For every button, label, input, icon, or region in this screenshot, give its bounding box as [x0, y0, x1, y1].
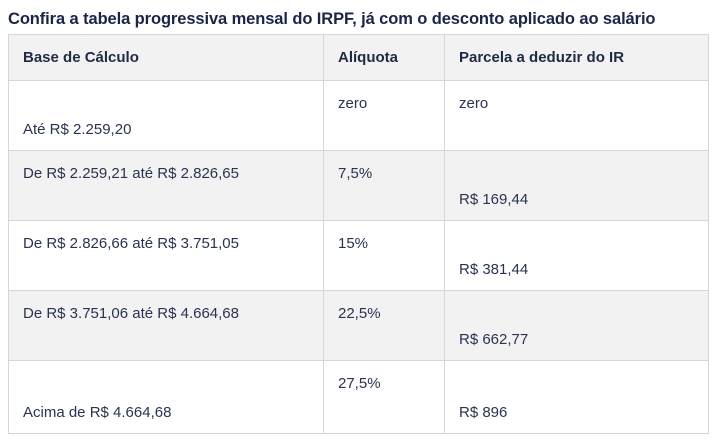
header-aliquota: Alíquota	[323, 34, 445, 81]
parcela-value: R$ 662,77	[459, 331, 529, 348]
parcela-value: R$ 381,44	[459, 261, 529, 278]
parcela-value: R$ 896	[459, 404, 508, 421]
header-parcela-deduzir: Parcela a deduzir do IR	[444, 34, 709, 81]
cell-base: De R$ 2.826,66 até R$ 3.751,05	[8, 220, 324, 291]
irpf-table: Base de Cálculo Alíquota Parcela a deduz…	[8, 34, 709, 434]
cell-aliquota: 27,5%	[323, 360, 445, 434]
cell-base: Acima de R$ 4.664,68	[8, 360, 324, 434]
table-row: Acima de R$ 4.664,68 27,5% R$ 896	[8, 360, 709, 434]
cell-parcela: zero	[444, 80, 709, 151]
cell-parcela: R$ 662,77	[444, 290, 709, 361]
base-value: Acima de R$ 4.664,68	[23, 404, 172, 421]
cell-base: De R$ 2.259,21 até R$ 2.826,65	[8, 150, 324, 221]
table-row: De R$ 3.751,06 até R$ 4.664,68 22,5% R$ …	[8, 290, 709, 361]
base-value: Até R$ 2.259,20	[23, 121, 132, 138]
aliquota-value: 7,5%	[338, 165, 373, 182]
table-row: Até R$ 2.259,20 zero zero	[8, 80, 709, 151]
cell-parcela: R$ 896	[444, 360, 709, 434]
aliquota-value: 27,5%	[338, 375, 381, 392]
cell-aliquota: 15%	[323, 220, 445, 291]
cell-base: De R$ 3.751,06 até R$ 4.664,68	[8, 290, 324, 361]
aliquota-value: 15%	[338, 235, 369, 252]
base-value: De R$ 2.259,21 até R$ 2.826,65	[23, 165, 239, 182]
table-caption: Confira a tabela progressiva mensal do I…	[8, 10, 656, 28]
cell-parcela: R$ 381,44	[444, 220, 709, 291]
base-value: De R$ 3.751,06 até R$ 4.664,68	[23, 305, 239, 322]
table-header-row: Base de Cálculo Alíquota Parcela a deduz…	[8, 34, 709, 81]
cell-parcela: R$ 169,44	[444, 150, 709, 221]
parcela-value: zero	[459, 95, 489, 112]
cell-aliquota: 22,5%	[323, 290, 445, 361]
aliquota-value: zero	[338, 95, 368, 112]
table-row: De R$ 2.826,66 até R$ 3.751,05 15% R$ 38…	[8, 220, 709, 291]
base-value: De R$ 2.826,66 até R$ 3.751,05	[23, 235, 239, 252]
aliquota-value: 22,5%	[338, 305, 381, 322]
parcela-value: R$ 169,44	[459, 191, 529, 208]
cell-aliquota: 7,5%	[323, 150, 445, 221]
cell-aliquota: zero	[323, 80, 445, 151]
table-row: De R$ 2.259,21 até R$ 2.826,65 7,5% R$ 1…	[8, 150, 709, 221]
header-base-calculo: Base de Cálculo	[8, 34, 324, 81]
cell-base: Até R$ 2.259,20	[8, 80, 324, 151]
